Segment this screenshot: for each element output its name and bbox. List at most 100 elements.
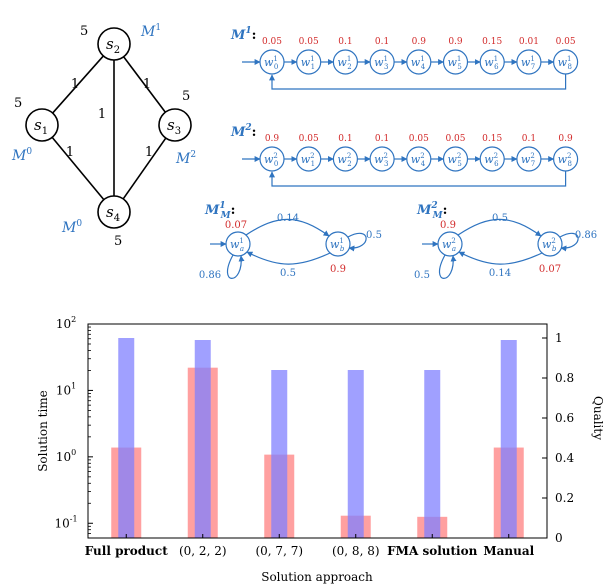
quality-bar bbox=[194, 340, 211, 538]
minimized-chains: M1 M: w1 a w1 b 0.07 0.9 0.14 0.5 0.86 0.5 M2 M: w2 a w2… bbox=[199, 201, 597, 281]
minimized-bottom-edge: 0.5 bbox=[280, 268, 296, 279]
graph-node-prob: 5 bbox=[114, 234, 122, 249]
minimized-state-label: w1 b bbox=[330, 237, 345, 253]
chain-state bbox=[296, 49, 322, 75]
minimized-prob-a: 0.9 bbox=[440, 220, 456, 231]
graph-node-machine: M2 bbox=[175, 150, 196, 167]
graph-node-machine: M0 bbox=[11, 147, 32, 164]
y2-axis-ticks: 0 0.2 0.4 0.6 0.8 1 bbox=[542, 331, 574, 545]
graph-edge-label: 1 bbox=[98, 107, 106, 122]
chain-state-prob: 0.1 bbox=[375, 134, 389, 144]
chain-state-label: w1 8 bbox=[558, 55, 572, 71]
minimized-state bbox=[537, 231, 563, 257]
chain-state-label: w1 2 bbox=[337, 55, 351, 71]
minimized-edge-ba bbox=[458, 251, 543, 265]
x-axis-label: Solution approach bbox=[261, 570, 373, 584]
chain-state-prob: 0.9 bbox=[448, 37, 463, 47]
x-tick-label: FMA solution bbox=[387, 544, 477, 558]
minimized-edge-ba bbox=[246, 251, 331, 265]
chain-state bbox=[259, 146, 285, 172]
chain-state bbox=[406, 49, 432, 75]
graph-node-prob: 5 bbox=[14, 96, 22, 111]
chain-state-label: w2 8 bbox=[558, 152, 572, 168]
graph-node-s4 bbox=[97, 195, 131, 229]
chain-state bbox=[479, 146, 505, 172]
x-tick-label: (0, 7, 7) bbox=[255, 544, 303, 558]
chain-state-prob: 0.05 bbox=[299, 37, 319, 47]
chain-state bbox=[516, 146, 542, 172]
minimized-state bbox=[325, 231, 351, 257]
graph-node-s3 bbox=[158, 108, 192, 142]
minimized-prob-b: 0.07 bbox=[539, 264, 561, 275]
minimized-edge-ab bbox=[245, 218, 330, 237]
x-tick-label: (0, 2, 2) bbox=[179, 544, 227, 558]
quality-bar bbox=[424, 370, 441, 538]
y-tick-label: 102 bbox=[56, 315, 76, 331]
x-tick-label: (0, 8, 8) bbox=[332, 544, 380, 558]
minimized-self-b: 0.86 bbox=[575, 230, 597, 241]
chain-state bbox=[442, 49, 469, 75]
chain-return-arrow bbox=[269, 74, 567, 90]
graph-node-s1 bbox=[25, 108, 59, 142]
chain-state-prob: 0.05 bbox=[299, 134, 319, 144]
y2-tick-label: 0 bbox=[555, 531, 563, 545]
x-tick-label: Full product bbox=[85, 544, 168, 558]
minimized-m2: M2 M: w2 a w2 b 0.9 0.07 0.5 0.14 0.5 0.86 bbox=[414, 201, 597, 281]
graph-edge bbox=[51, 136, 105, 201]
chain-state bbox=[332, 146, 358, 172]
minimized-bottom-edge: 0.14 bbox=[489, 268, 511, 279]
y-axis-ticks: 10-1 100 101 102 bbox=[54, 315, 93, 539]
chain-state-label: w2 1 bbox=[301, 152, 315, 168]
chain-state-label: w2 4 bbox=[411, 152, 426, 168]
y-tick-label: 101 bbox=[56, 381, 76, 397]
chain-state-prob: 0.9 bbox=[558, 134, 573, 144]
chain-state-label: w2 6 bbox=[484, 152, 499, 168]
chain-state-prob: 0.05 bbox=[262, 37, 282, 47]
y2-tick-label: 0.4 bbox=[555, 451, 574, 465]
bar-chart: 10-1 100 101 102 0 0.2 0.4 0.6 0.8 1 Full produc… bbox=[36, 315, 605, 584]
graph-node-prob: 5 bbox=[80, 24, 88, 39]
chain-state-prob: 0.15 bbox=[482, 37, 502, 47]
x-tick-label: Manual bbox=[483, 544, 534, 558]
minimized-self-b: 0.5 bbox=[366, 230, 382, 241]
chain-state-prob: 0.15 bbox=[482, 134, 502, 144]
chain-m1: M1: w1 0 0.05 w1 1 0.05 w1 2 0.1 w1 3 0.1 w1 4 0.9 w1 5 0.… bbox=[230, 26, 579, 90]
chain-state-prob: 0.05 bbox=[409, 134, 429, 144]
y-tick-label: 10-1 bbox=[54, 514, 77, 530]
chain-state-label: w1 7 bbox=[521, 55, 535, 71]
chain-state-label: w1 6 bbox=[484, 55, 499, 71]
minimized-label: M2 M: bbox=[416, 201, 447, 221]
minimized-top-edge: 0.14 bbox=[277, 213, 299, 224]
y2-axis-label: Quality bbox=[591, 396, 605, 440]
minimized-prob-a: 0.07 bbox=[225, 220, 247, 231]
chain-state-label: w2 3 bbox=[374, 152, 388, 168]
chain-state-label: w1 4 bbox=[411, 55, 426, 71]
chain-state-prob: 0.01 bbox=[519, 37, 539, 47]
quality-bar bbox=[347, 370, 364, 538]
graph-edge bbox=[52, 55, 104, 114]
minimized-state bbox=[437, 231, 463, 257]
chain-state-label: w1 5 bbox=[448, 55, 462, 71]
chain-state-prob: 0.1 bbox=[375, 37, 389, 47]
chain-m2: M2: w2 0 0.9 w2 1 0.05 w2 2 0.1 w2 3 0.1 w2 4 0.05 w2 5 0.… bbox=[230, 123, 579, 187]
graph-edge-label: 1 bbox=[66, 145, 74, 160]
chain-state-prob: 0.9 bbox=[265, 134, 280, 144]
graph-node-s2 bbox=[97, 27, 131, 61]
chain-state bbox=[332, 49, 358, 75]
chain-state-prob: 0.05 bbox=[556, 37, 576, 47]
y2-tick-label: 0.6 bbox=[555, 411, 574, 425]
y-tick-label: 100 bbox=[56, 448, 76, 464]
minimized-state-label: w1 a bbox=[230, 237, 244, 253]
minimized-prob-b: 0.9 bbox=[330, 264, 346, 275]
solution-time-bars bbox=[111, 367, 524, 538]
y2-tick-label: 0.8 bbox=[555, 371, 574, 385]
chain-state-label: w2 2 bbox=[337, 152, 351, 168]
y2-tick-label: 1 bbox=[555, 331, 563, 345]
minimized-label: M1 M: bbox=[204, 201, 235, 221]
quality-bar bbox=[118, 338, 135, 538]
chain-state-label: w2 0 bbox=[264, 152, 278, 168]
plot-frame bbox=[87, 323, 548, 539]
graph-node-prob: 5 bbox=[182, 89, 190, 104]
chain-state bbox=[369, 49, 395, 75]
